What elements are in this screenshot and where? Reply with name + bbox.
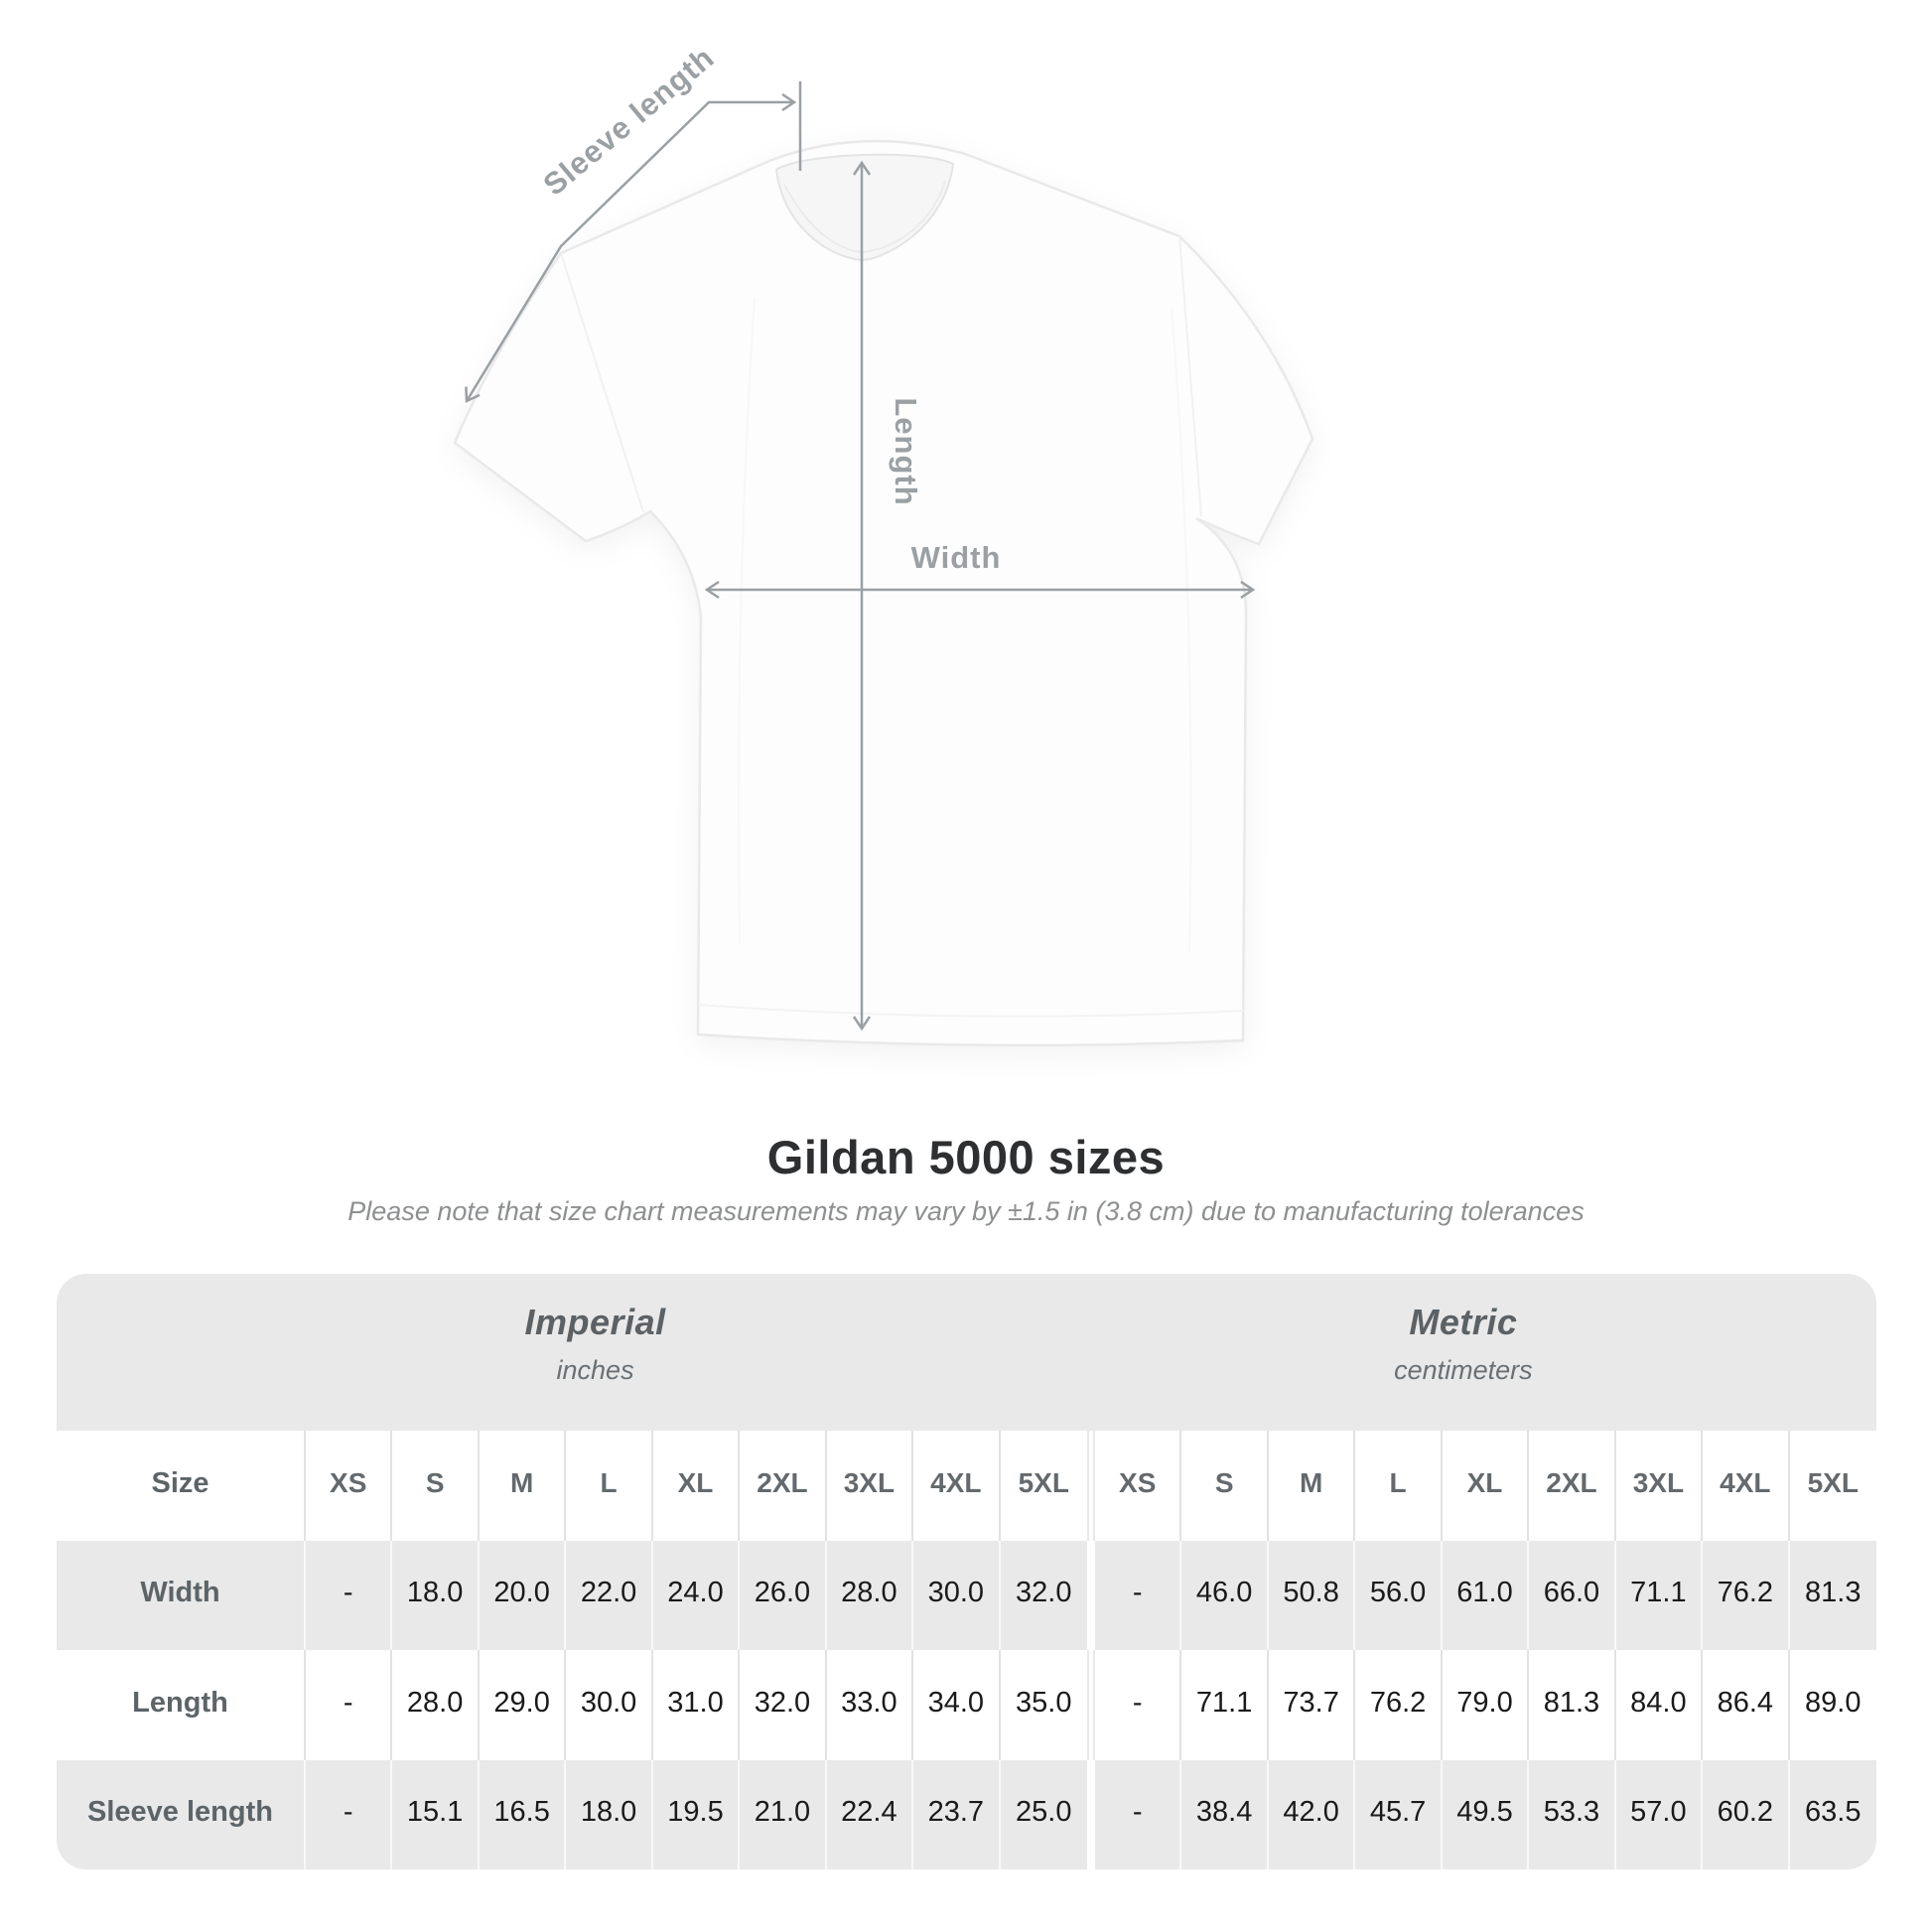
value-cell: 16.5 [479,1759,567,1869]
value-cell: 22.0 [566,1540,653,1650]
size-header-imperial-0: XS [306,1431,393,1541]
metric-section-header: Metric centimeters [1394,1274,1533,1386]
imperial-metric-divider [1086,1431,1095,1541]
value-cell: 25.0 [1000,1759,1087,1869]
sleeve-length-arrow [467,102,794,401]
value-cell: - [1094,1540,1182,1650]
size-header-imperial-6: 3XL [826,1431,914,1541]
size-header-imperial-4: XL [652,1431,741,1541]
value-cell: 53.3 [1529,1759,1616,1869]
size-header-imperial-3: L [566,1431,653,1541]
imperial-section-header: Imperial inches [525,1274,666,1386]
imperial-metric-divider [1086,1540,1095,1650]
value-cell: - [306,1650,393,1760]
tolerance-note: Please note that size chart measurements… [347,1196,1585,1226]
size-header-imperial-5: 2XL [740,1431,827,1541]
value-cell: 30.0 [913,1540,1001,1650]
value-cell: 31.0 [652,1650,741,1760]
size-header-imperial-7: 4XL [913,1431,1001,1541]
size-table: Imperial inches Metric centimeters Size X… [57,1274,1876,1869]
value-cell: 86.4 [1703,1650,1790,1760]
size-grid: Size XS S M L XL 2XL 3XL 4XL 5XL XS S M L XL 2XL 3XL 4XL 5… [57,1431,1876,1869]
value-cell: 38.4 [1181,1759,1269,1869]
value-cell: 30.0 [566,1650,653,1760]
size-header-metric-1: S [1181,1431,1269,1541]
value-cell: 50.8 [1268,1540,1356,1650]
size-header-imperial-1: S [392,1431,480,1541]
length-label: Length [889,397,923,505]
size-header-metric-5: 2XL [1529,1431,1616,1541]
imperial-label: Imperial [524,1302,666,1342]
row-label: Sleeve length [57,1759,306,1869]
value-cell: 28.0 [826,1540,914,1650]
value-cell: 66.0 [1529,1540,1616,1650]
width-label: Width [911,540,1002,575]
value-cell: 57.0 [1615,1759,1704,1869]
value-cell: 18.0 [392,1540,480,1650]
size-header-metric-7: 4XL [1703,1431,1790,1541]
value-cell: - [306,1759,393,1869]
value-cell: 61.0 [1442,1540,1530,1650]
value-cell: 71.1 [1181,1650,1269,1760]
value-cell: 81.3 [1789,1540,1876,1650]
value-cell: 81.3 [1529,1650,1616,1760]
value-cell: 29.0 [479,1650,567,1760]
size-header-metric-4: XL [1442,1431,1530,1541]
value-cell: 23.7 [913,1759,1001,1869]
unit-section-headers: Imperial inches Metric centimeters [57,1274,1876,1431]
row-label: Width [57,1540,306,1650]
value-cell: 60.2 [1703,1759,1790,1869]
value-cell: 35.0 [1000,1650,1087,1760]
row-label: Length [57,1650,306,1760]
value-cell: 32.0 [1000,1540,1087,1650]
value-cell: 22.4 [826,1759,914,1869]
value-cell: 28.0 [392,1650,480,1760]
metric-label: Metric [1409,1302,1518,1342]
value-cell: 63.5 [1789,1759,1876,1869]
value-cell: 26.0 [740,1540,827,1650]
value-cell: 42.0 [1268,1759,1356,1869]
size-header-metric-8: 5XL [1789,1431,1876,1541]
value-cell: 84.0 [1615,1650,1704,1760]
value-cell: 76.2 [1703,1540,1790,1650]
value-cell: 49.5 [1442,1759,1530,1869]
value-cell: 18.0 [566,1759,653,1869]
sleeve-length-label: Sleeve length [536,40,721,203]
value-cell: - [306,1540,393,1650]
value-cell: 34.0 [913,1650,1001,1760]
metric-unit-label: centimeters [1394,1355,1533,1385]
size-header-imperial-8: 5XL [1000,1431,1087,1541]
value-cell: 19.5 [652,1759,741,1869]
size-header-metric-0: XS [1094,1431,1182,1541]
value-cell: 33.0 [826,1650,914,1760]
size-header-imperial-2: M [479,1431,567,1541]
value-cell: 46.0 [1181,1540,1269,1650]
value-cell: 32.0 [740,1650,827,1760]
imperial-unit-label: inches [556,1355,634,1385]
value-cell: 45.7 [1355,1759,1443,1869]
value-cell: 79.0 [1442,1650,1530,1760]
value-cell: 24.0 [652,1540,741,1650]
size-column-header: Size [57,1431,306,1541]
value-cell: - [1094,1759,1182,1869]
value-cell: 20.0 [479,1540,567,1650]
value-cell: 21.0 [740,1759,827,1869]
tshirt-graphic [453,139,1314,1047]
tshirt-diagram: Sleeve length Length Width [453,40,1314,1047]
page-title: Gildan 5000 sizes [766,1131,1166,1183]
size-header-metric-3: L [1355,1431,1443,1541]
size-header-metric-2: M [1268,1431,1356,1541]
imperial-metric-divider [1086,1650,1095,1760]
value-cell: 56.0 [1355,1540,1443,1650]
value-cell: 73.7 [1268,1650,1356,1760]
value-cell: 15.1 [392,1759,480,1869]
size-header-metric-6: 3XL [1615,1431,1704,1541]
value-cell: 76.2 [1355,1650,1443,1760]
imperial-metric-divider [1086,1759,1095,1869]
value-cell: - [1094,1650,1182,1760]
value-cell: 89.0 [1789,1650,1876,1760]
measurement-annotations [467,81,1253,1029]
value-cell: 71.1 [1615,1540,1704,1650]
